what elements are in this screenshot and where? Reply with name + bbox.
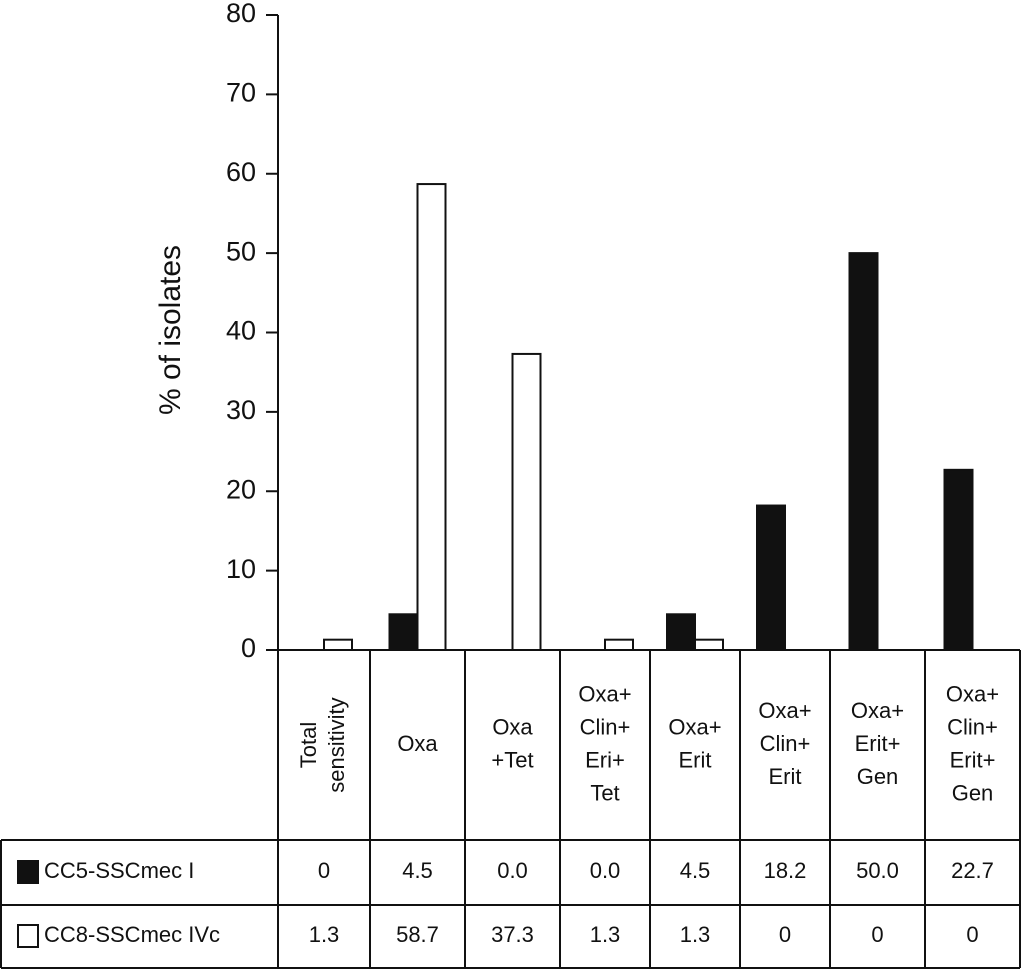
table-value: 0.0: [590, 858, 621, 883]
bar: [511, 352, 542, 651]
x-tick-label: sensitivity: [324, 697, 349, 792]
bar: [666, 613, 696, 651]
x-tick-label: Erit+: [855, 731, 901, 756]
y-tick-label: 60: [226, 157, 256, 187]
table-value: 22.7: [951, 858, 994, 883]
x-tick-label: Tet: [590, 780, 619, 805]
table-value: 4.5: [402, 858, 433, 883]
table-value: 1.3: [590, 922, 621, 947]
x-tick-label: Clin+: [580, 714, 631, 739]
table-value: 1.3: [309, 922, 340, 947]
table-value: 50.0: [856, 858, 899, 883]
x-tick-label: Clin+: [947, 714, 998, 739]
x-tick-label: Oxa+: [851, 698, 904, 723]
x-tick-label: +Tet: [491, 747, 533, 772]
x-tick-label: Clin+: [760, 731, 811, 756]
legend-label: CC8-SSCmec IVc: [44, 922, 220, 947]
x-tick-label: Erit: [679, 747, 712, 772]
bar: [756, 504, 786, 651]
legend-swatch: [17, 924, 39, 948]
y-tick-label: 20: [226, 474, 256, 504]
x-tick-label: Oxa+: [946, 681, 999, 706]
table-value: 4.5: [680, 858, 711, 883]
table-value: 0: [779, 922, 791, 947]
y-tick-label: 50: [226, 236, 256, 266]
x-tick-label: Total: [296, 722, 321, 768]
table-value: 0.0: [497, 858, 528, 883]
table-value: 0: [318, 858, 330, 883]
y-tick-label: 40: [226, 316, 256, 346]
bar: [323, 638, 353, 652]
x-tick-label: Gen: [952, 780, 994, 805]
table-value: 0: [871, 922, 883, 947]
bar: [388, 613, 419, 651]
x-tick-label: Oxa+: [668, 714, 721, 739]
bar: [694, 638, 724, 652]
y-tick-label: 80: [226, 0, 256, 28]
y-tick-label: 0: [241, 633, 256, 663]
table-value: 1.3: [680, 922, 711, 947]
table-value: 37.3: [491, 922, 534, 947]
bar: [848, 252, 879, 651]
table-value: 18.2: [764, 858, 807, 883]
x-tick-label: Eri+: [585, 747, 625, 772]
x-tick-label: Erit+: [950, 747, 996, 772]
table-value: 58.7: [396, 922, 439, 947]
bar: [416, 183, 447, 651]
bar: [943, 468, 974, 651]
y-tick-label: 10: [226, 554, 256, 584]
legend-label: CC5-SSCmec I: [44, 858, 194, 883]
table-value: 0: [966, 922, 978, 947]
y-axis-title: % of isolates: [154, 245, 187, 415]
x-tick-label: Oxa+: [758, 698, 811, 723]
x-tick-label: Oxa: [397, 731, 438, 756]
bar: [604, 638, 634, 652]
y-tick-label: 70: [226, 78, 256, 108]
x-tick-label: Gen: [857, 764, 899, 789]
x-tick-label: Oxa: [492, 714, 533, 739]
x-tick-label: Oxa+: [578, 681, 631, 706]
y-tick-label: 30: [226, 395, 256, 425]
legend-swatch: [17, 860, 39, 884]
x-tick-label: Erit: [769, 764, 802, 789]
